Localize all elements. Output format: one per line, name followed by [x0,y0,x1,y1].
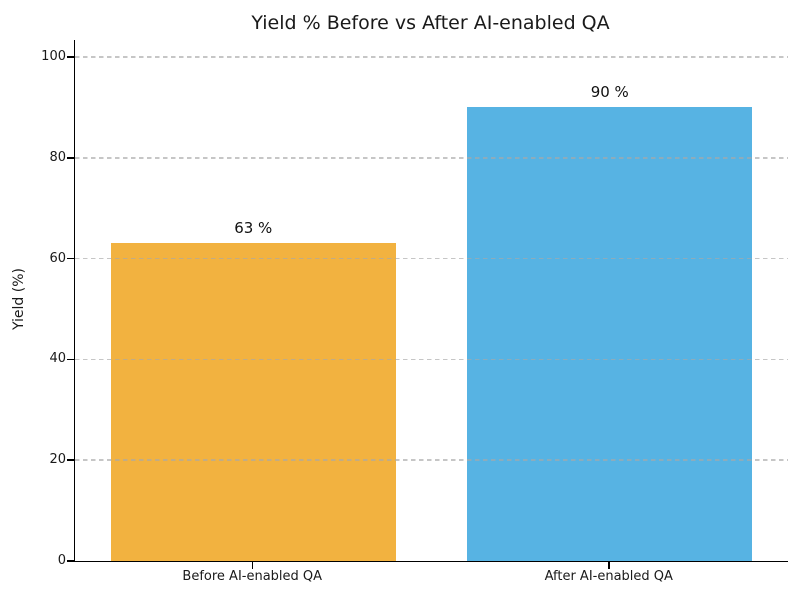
y-tick-mark [67,560,74,562]
y-tick-mark [67,257,74,260]
bar-value-label: 63 % [234,219,273,238]
x-tick-label: After AI-enabled QA [544,569,673,584]
bar [467,107,753,561]
x-tick-label: Before AI-enabled QA [182,569,323,584]
y-axis-label: Yield (%) [11,268,27,331]
y-tick-label: 40 [49,351,66,367]
y-tick-mark [67,459,74,461]
x-tick-mark [608,562,610,569]
y-tick-label: 0 [57,553,66,568]
y-tick-label: 80 [49,149,66,165]
y-tick-mark [67,56,74,58]
x-tick-mark [251,562,253,569]
bar [110,243,396,561]
y-tick-label: 100 [41,49,66,64]
y-tick-mark [67,157,74,159]
bar-value-label: 90 % [590,83,629,102]
y-tick-label: 60 [49,250,66,266]
y-tick-mark [67,358,74,361]
y-tick-label: 20 [49,452,66,468]
bars-layer: 63 % 90 % [75,40,788,561]
plot-area: 63 % 90 % [74,40,788,562]
chart-title: Yield % Before vs After AI-enabled QA [251,12,610,34]
